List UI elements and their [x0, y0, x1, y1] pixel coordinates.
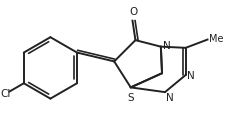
Text: N: N	[163, 41, 170, 51]
Text: N: N	[166, 93, 174, 103]
Text: S: S	[128, 93, 134, 103]
Text: Me: Me	[209, 34, 223, 44]
Text: N: N	[187, 71, 195, 81]
Text: O: O	[130, 7, 138, 16]
Text: Cl: Cl	[0, 89, 10, 99]
